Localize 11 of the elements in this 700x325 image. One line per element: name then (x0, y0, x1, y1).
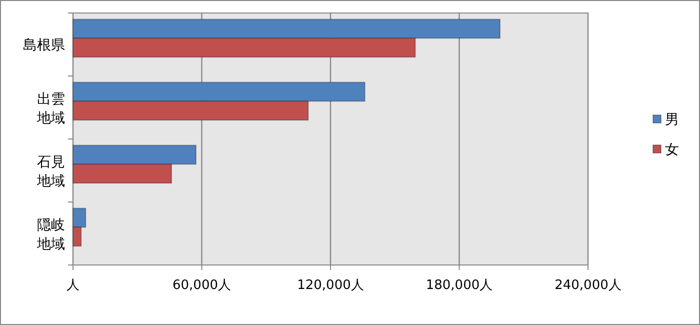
legend-label: 男 (665, 112, 679, 128)
y-tick-label: 隠岐地域 (36, 218, 65, 252)
x-tick-label: 60,000人 (172, 278, 231, 293)
x-tick-label: 120,000人 (297, 278, 364, 293)
y-tick-label: 出雲地域 (36, 92, 65, 126)
x-tick-label: 180,000人 (426, 278, 493, 293)
y-tick-label: 石見地域 (36, 154, 65, 190)
x-tick-label: 人 (66, 278, 80, 293)
y-tick-label: 島根県 (23, 38, 65, 54)
legend-label: 女 (665, 142, 679, 158)
x-tick-label: 240,000人 (554, 278, 622, 293)
